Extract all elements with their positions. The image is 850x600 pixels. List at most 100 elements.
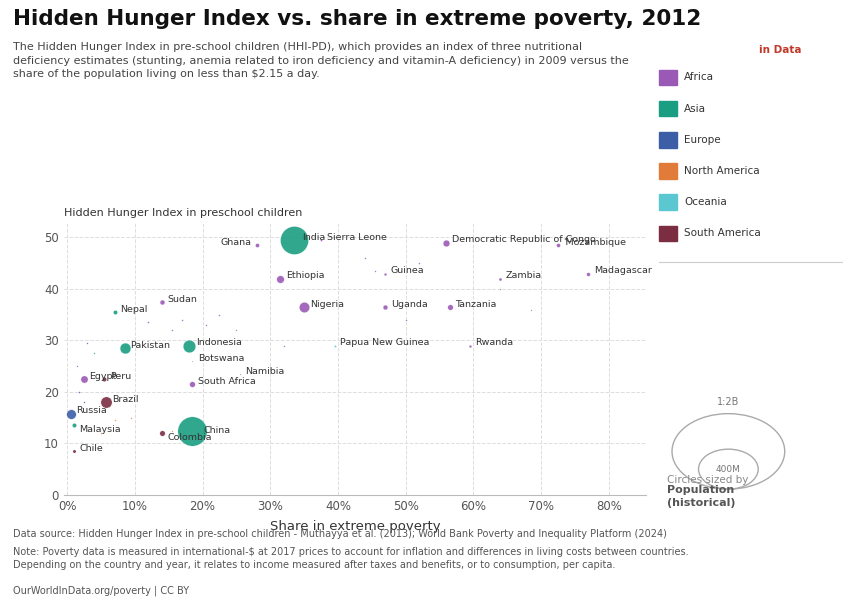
Point xyxy=(185,379,199,389)
Point xyxy=(77,374,91,384)
Point xyxy=(98,374,111,384)
Point xyxy=(277,341,291,350)
Text: Russia: Russia xyxy=(76,406,107,415)
Text: Democratic Republic of Congo: Democratic Republic of Congo xyxy=(452,235,596,244)
Point xyxy=(165,426,178,436)
Text: Colombia: Colombia xyxy=(167,433,212,442)
Point xyxy=(230,325,243,335)
Point xyxy=(108,307,122,317)
Point xyxy=(378,269,392,278)
Point xyxy=(185,426,199,436)
Text: Tanzania: Tanzania xyxy=(456,300,496,309)
Point xyxy=(199,320,212,330)
Point xyxy=(250,241,264,250)
Text: Population: Population xyxy=(667,485,734,494)
Text: Pakistan: Pakistan xyxy=(130,341,170,350)
Text: Hidden Hunger Index in preschool children: Hidden Hunger Index in preschool childre… xyxy=(64,208,302,218)
Text: 1:2B: 1:2B xyxy=(717,397,740,407)
Point xyxy=(233,369,246,379)
Point xyxy=(358,253,371,263)
Point xyxy=(88,349,101,358)
Point xyxy=(175,315,189,325)
Text: Madagascar: Madagascar xyxy=(594,266,652,275)
Point xyxy=(67,446,81,456)
Point xyxy=(67,421,81,430)
Text: Egypt: Egypt xyxy=(89,372,116,381)
Text: Data source: Hidden Hunger Index in pre-school children - Muthayya et al. (2013): Data source: Hidden Hunger Index in pre-… xyxy=(13,529,666,539)
X-axis label: Share in extreme poverty: Share in extreme poverty xyxy=(269,520,440,533)
Point xyxy=(72,387,86,397)
Point xyxy=(99,397,113,407)
Text: Oceania: Oceania xyxy=(684,197,727,207)
Point xyxy=(81,338,94,348)
Text: in Data: in Data xyxy=(758,45,801,55)
Text: Sierra Leone: Sierra Leone xyxy=(326,233,387,242)
Text: Ghana: Ghana xyxy=(220,238,251,247)
Point xyxy=(443,302,456,312)
Text: The Hidden Hunger Index in pre-school children (HHI-PD), which provides an index: The Hidden Hunger Index in pre-school ch… xyxy=(13,42,628,79)
Point xyxy=(412,259,426,268)
Text: (historical): (historical) xyxy=(667,498,735,508)
Point xyxy=(165,325,178,335)
Point xyxy=(378,302,392,312)
Point xyxy=(118,343,132,353)
Point xyxy=(185,356,199,366)
Text: Sudan: Sudan xyxy=(167,295,197,304)
Text: Africa: Africa xyxy=(684,73,714,82)
Point xyxy=(182,341,196,350)
Text: 400M: 400M xyxy=(716,464,741,473)
Text: Europe: Europe xyxy=(684,135,721,145)
Point xyxy=(274,274,287,283)
Point xyxy=(439,238,453,247)
Point xyxy=(328,341,342,350)
Text: Uganda: Uganda xyxy=(391,300,428,309)
Text: OurWorldInData.org/poverty | CC BY: OurWorldInData.org/poverty | CC BY xyxy=(13,585,189,595)
Point xyxy=(71,361,84,371)
Text: Note: Poverty data is measured in international-$ at 2017 prices to account for : Note: Poverty data is measured in intern… xyxy=(13,547,688,571)
Text: Papua New Guinea: Papua New Guinea xyxy=(340,338,429,347)
Text: Nigeria: Nigeria xyxy=(309,300,343,309)
Text: Zambia: Zambia xyxy=(506,271,542,280)
Point xyxy=(212,310,226,320)
Text: Asia: Asia xyxy=(684,104,706,113)
Text: Botswana: Botswana xyxy=(198,354,244,363)
Text: China: China xyxy=(203,426,230,435)
Point xyxy=(77,397,91,407)
Point xyxy=(125,413,139,422)
Text: Ethiopia: Ethiopia xyxy=(286,271,325,280)
Text: North America: North America xyxy=(684,166,760,176)
Text: Rwanda: Rwanda xyxy=(475,338,513,347)
Text: Chile: Chile xyxy=(79,444,103,453)
Text: Brazil: Brazil xyxy=(112,395,139,404)
Point xyxy=(108,416,122,425)
Point xyxy=(64,409,77,418)
Point xyxy=(494,274,507,283)
Point xyxy=(551,241,564,250)
Text: Our World: Our World xyxy=(750,23,809,32)
Point xyxy=(399,315,412,325)
Point xyxy=(581,269,595,278)
Text: Hidden Hunger Index vs. share in extreme poverty, 2012: Hidden Hunger Index vs. share in extreme… xyxy=(13,9,701,29)
Text: Circles sized by: Circles sized by xyxy=(667,475,748,485)
Text: Malaysia: Malaysia xyxy=(79,425,121,434)
Point xyxy=(155,428,168,438)
Text: Peru: Peru xyxy=(110,372,131,381)
Point xyxy=(314,235,328,245)
Text: South Africa: South Africa xyxy=(198,377,256,386)
Text: India: India xyxy=(303,233,326,242)
Text: South America: South America xyxy=(684,229,761,238)
Point xyxy=(368,266,382,276)
Text: Guinea: Guinea xyxy=(391,266,424,275)
Text: Nepal: Nepal xyxy=(120,305,147,314)
Point xyxy=(287,235,301,245)
Text: 'Mozambique: 'Mozambique xyxy=(564,238,626,247)
Point xyxy=(298,302,311,312)
Point xyxy=(142,317,156,327)
Point xyxy=(155,297,168,307)
Text: Indonesia: Indonesia xyxy=(196,338,241,347)
Point xyxy=(94,428,108,438)
Point xyxy=(524,305,538,314)
Point xyxy=(494,284,507,294)
Text: Namibia: Namibia xyxy=(246,367,285,376)
Point xyxy=(463,341,477,350)
